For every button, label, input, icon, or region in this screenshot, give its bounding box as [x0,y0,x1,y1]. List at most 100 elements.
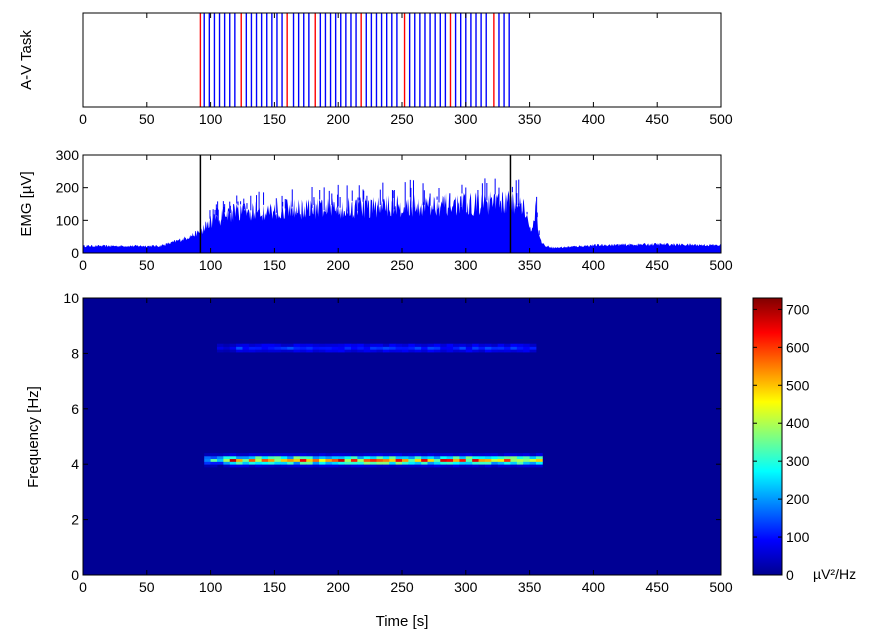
spectrogram-cell [274,461,282,465]
spectrogram-cell [210,455,218,460]
emg-x-tick-label: 150 [263,257,287,273]
spectrogram-cell [229,453,237,457]
spectrogram-cell [299,461,307,465]
av-task-x-tick-label: 450 [646,111,670,127]
spectrogram-cell [223,461,231,465]
spectrogram-cell [446,455,454,460]
spectrogram-cell [357,453,365,457]
spectrogram-cell [478,343,486,347]
spectrogram-cell [427,346,435,350]
spectrogram-cell [325,343,333,347]
emg-x-tick-label: 300 [454,257,478,273]
spectrogram-cell [465,349,473,353]
spectrogram-cell [408,346,416,350]
spectrogram-cell [370,453,377,457]
spectrogram-cell [293,455,301,460]
spectrogram-cell [516,461,524,465]
spectrogram-cell [338,349,345,353]
spectrogram-cell [223,349,231,353]
spectrogram-cell [408,343,416,347]
av-task-x-tick-label: 250 [390,111,414,127]
spectrogram-x-tick-label: 400 [582,579,606,595]
spectrogram-cell [299,349,307,353]
emg-x-tick-label: 50 [139,257,155,273]
spectrogram-cell [497,453,505,457]
spectrogram-cell [255,455,263,460]
spectrogram-cell [312,343,320,347]
spectrogram-cell [255,453,263,457]
spectrogram-cell [408,458,416,462]
spectrogram-cell [408,461,416,465]
spectrogram-cell [497,346,505,350]
spectrogram-cell [529,453,537,457]
spectrogram-cell [523,458,530,462]
spectrogram-cell [516,343,524,347]
emg-y-tick-label: 300 [56,147,80,163]
spectrogram-cell [440,455,448,460]
spectrogram-cell [427,453,435,457]
spectrogram-cell [510,458,518,462]
spectrogram-cell [523,346,530,350]
spectrogram-cell [216,455,224,460]
spectrogram-cell [268,346,275,350]
spectrogram-cell [236,455,243,460]
spectrogram-cell [535,453,543,457]
spectrogram-cell [210,458,218,462]
spectrogram-cell [440,464,448,468]
colorbar-tick-label: 500 [786,377,810,393]
spectrogram-cell [504,453,511,457]
spectrogram-cell [210,464,218,468]
spectrogram-cell [357,464,365,468]
colorbar-tick-label: 100 [786,529,810,545]
spectrogram-cell [414,349,422,353]
spectrogram-cell [395,458,403,462]
spectrogram-cell [255,464,263,468]
spectrogram-cell [280,453,288,457]
spectrogram-cell [440,461,448,465]
spectrogram-cell [255,461,263,465]
spectrogram-cell [376,346,384,350]
colorbar-tick-label: 600 [786,339,810,355]
spectrogram-cell [478,455,486,460]
spectrogram-cell [440,343,448,347]
spectrogram-cell [204,453,211,457]
spectrogram-cell [414,453,422,457]
spectrogram-cell [478,461,486,465]
spectrogram-cell [433,453,441,457]
spectrogram-cell [516,458,524,462]
spectrogram-cell [338,458,345,462]
emg-x-tick-label: 250 [390,257,414,273]
spectrogram-cell [421,343,428,347]
spectrogram-x-tick-label: 250 [390,579,414,595]
spectrogram-cell [529,464,537,468]
spectrogram-cell [529,458,537,462]
spectrogram-cell [497,461,505,465]
spectrogram-cell [414,455,422,460]
emg-y-label: EMG [µV] [18,171,35,236]
spectrogram-cell [306,343,314,347]
spectrogram-cell [497,464,505,468]
emg-x-tick-label: 100 [199,257,223,273]
spectrogram-x-tick-label: 450 [646,579,670,595]
spectrogram-cell [363,343,371,347]
spectrogram-cell [446,458,454,462]
spectrogram-cell [350,343,358,347]
emg-x-tick-label: 450 [646,257,670,273]
spectrogram-cell [216,461,224,465]
spectrogram-cell [306,458,314,462]
spectrogram-cell [229,455,237,460]
spectrogram-cell [402,461,409,465]
spectrogram-cell [395,461,403,465]
spectrogram-cell [427,343,435,347]
spectrogram-cell [421,461,428,465]
spectrogram-cell [357,455,365,460]
spectrogram-cell [421,453,428,457]
spectrogram-cell [421,464,428,468]
spectrogram-cell [516,346,524,350]
spectrogram-cell [287,343,294,347]
spectrogram-cell [446,346,454,350]
spectrogram-cell [376,453,384,457]
spectrogram-x-tick-label: 200 [327,579,351,595]
av-task-x-tick-label: 100 [199,111,223,127]
emg-x-tick-label: 350 [518,257,542,273]
